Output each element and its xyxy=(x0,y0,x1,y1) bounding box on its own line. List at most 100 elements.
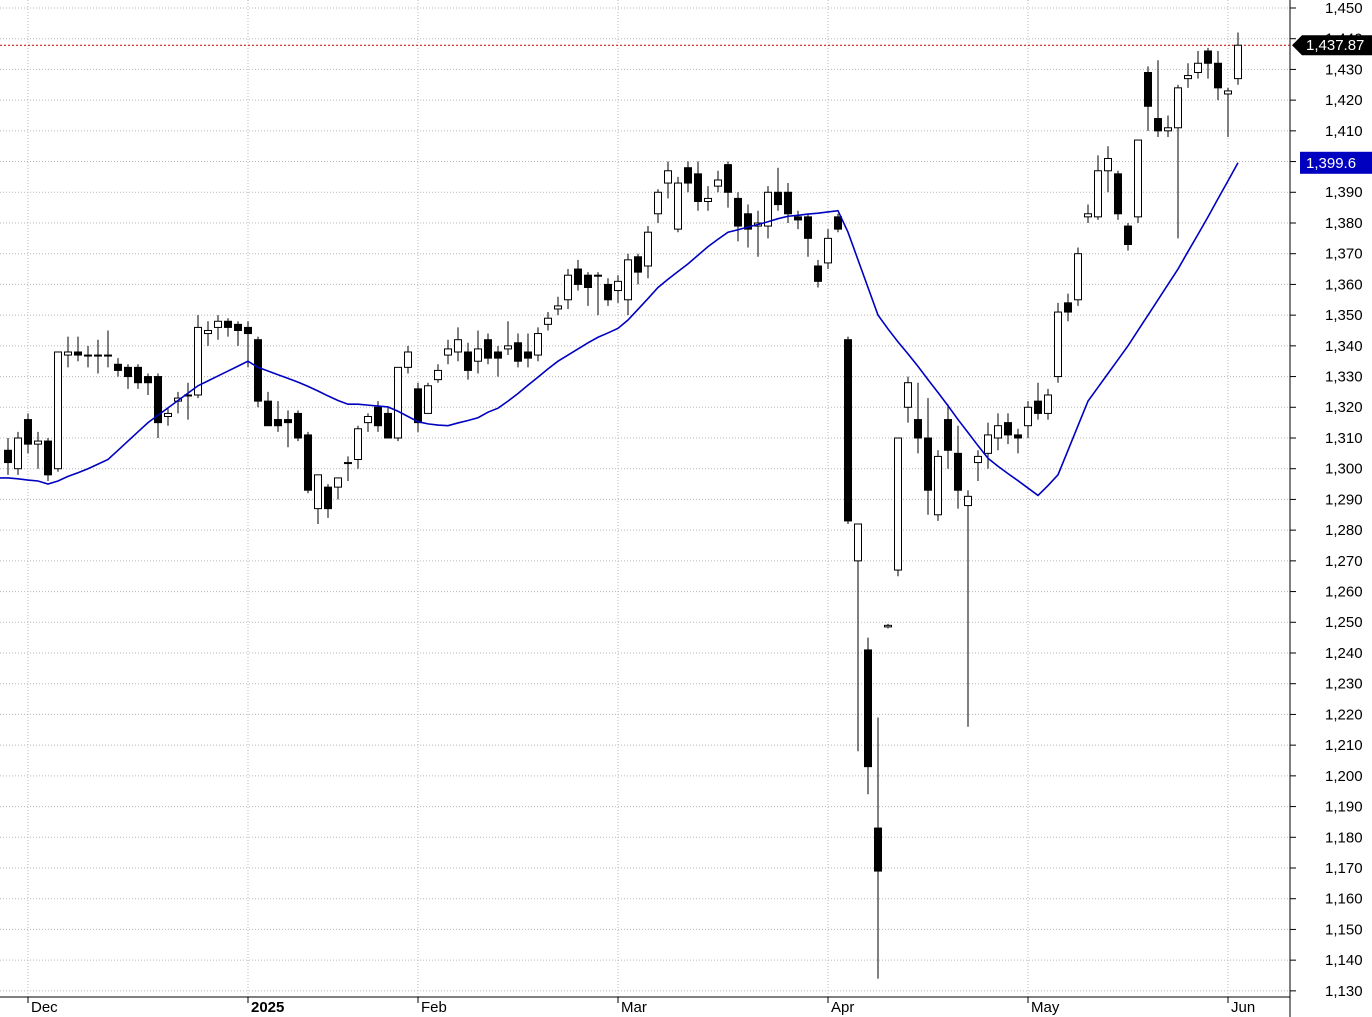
candle-body xyxy=(764,191,772,227)
x-tick-label: Dec xyxy=(31,999,58,1016)
y-tick-label: 1,430 xyxy=(1325,61,1363,78)
candle-body xyxy=(794,216,802,221)
candle-body xyxy=(684,167,692,184)
candle-body xyxy=(464,351,472,371)
candle-body xyxy=(144,376,152,384)
candle-body xyxy=(824,237,832,264)
candle-body xyxy=(484,339,492,359)
y-tick-label: 1,420 xyxy=(1325,92,1363,109)
candle-body xyxy=(14,437,22,470)
candle-body xyxy=(994,425,1002,439)
candle-body xyxy=(304,434,312,491)
candle-body xyxy=(154,376,162,424)
candle-body xyxy=(1164,127,1172,132)
candle-body xyxy=(624,259,632,301)
candle-body xyxy=(1124,225,1132,245)
candle-body xyxy=(704,197,712,202)
candle-body xyxy=(1014,434,1022,439)
y-tick-label: 1,320 xyxy=(1325,399,1363,416)
candle-body xyxy=(1174,87,1182,129)
candle-body xyxy=(1024,406,1032,427)
candle-body xyxy=(564,274,572,301)
candle-body xyxy=(604,283,612,301)
x-tick-label: Mar xyxy=(621,999,647,1016)
candle-body xyxy=(204,329,212,335)
candle-body xyxy=(744,213,752,230)
candle-body xyxy=(214,320,222,328)
candle-body xyxy=(164,412,172,417)
y-tick-label: 1,280 xyxy=(1325,522,1363,539)
candle-body xyxy=(1004,422,1012,436)
y-tick-label: 1,270 xyxy=(1325,553,1363,570)
candle-body xyxy=(834,216,842,230)
candle-body xyxy=(904,382,912,408)
candle-body xyxy=(504,345,512,350)
candle-body xyxy=(124,366,132,378)
candle-body xyxy=(894,437,902,571)
candle-body xyxy=(324,486,332,510)
candle-body xyxy=(874,827,882,872)
candle-body xyxy=(574,268,582,285)
candle-body xyxy=(1224,90,1232,95)
candle-body xyxy=(444,348,452,356)
candle-body xyxy=(664,170,672,184)
y-tick-label: 1,200 xyxy=(1325,768,1363,785)
candle-body xyxy=(914,419,922,439)
candle-body xyxy=(64,351,72,356)
candle-body xyxy=(524,351,532,359)
candle-body xyxy=(234,323,242,331)
candle-body xyxy=(774,191,782,206)
y-tick-label: 1,210 xyxy=(1325,737,1363,754)
candle-body xyxy=(584,274,592,288)
candle-body xyxy=(944,419,952,451)
candle-body xyxy=(1194,62,1202,73)
candle-body xyxy=(734,197,742,227)
candle-body xyxy=(264,400,272,427)
y-tick-label: 1,370 xyxy=(1325,246,1363,263)
candle-body xyxy=(364,415,372,424)
y-tick-label: 1,390 xyxy=(1325,184,1363,201)
y-tick-label: 1,250 xyxy=(1325,614,1363,631)
y-tick-label: 1,190 xyxy=(1325,799,1363,816)
y-tick-label: 1,150 xyxy=(1325,921,1363,938)
candle-body xyxy=(514,342,522,362)
candle-body xyxy=(374,406,382,427)
candle-body xyxy=(534,333,542,356)
candle-body xyxy=(244,326,252,335)
candle-body xyxy=(424,385,432,414)
y-tick-label: 1,310 xyxy=(1325,430,1363,447)
candle-body xyxy=(814,265,822,282)
candle-body xyxy=(134,366,142,384)
y-tick-label: 1,350 xyxy=(1325,307,1363,324)
x-tick-label: May xyxy=(1031,999,1060,1016)
candle-body xyxy=(414,388,422,424)
y-tick-label: 1,230 xyxy=(1325,676,1363,693)
y-tick-label: 1,290 xyxy=(1325,491,1363,508)
candle-body xyxy=(354,428,362,460)
candle-body xyxy=(984,434,992,454)
candle-body xyxy=(724,164,732,193)
candle-body xyxy=(114,363,122,371)
candle-body xyxy=(1094,170,1102,218)
candle-body xyxy=(854,523,862,562)
candle-body xyxy=(44,440,52,476)
candle-body xyxy=(954,452,962,491)
last-price-label: 1,437.87 xyxy=(1306,37,1364,54)
candle-body xyxy=(1084,213,1092,218)
candle-body xyxy=(1034,400,1042,414)
candle-body xyxy=(614,280,622,292)
candle-body xyxy=(884,624,892,628)
candle-body xyxy=(384,412,392,439)
y-tick-label: 1,160 xyxy=(1325,891,1363,908)
candle-body xyxy=(1054,311,1062,378)
candle-body xyxy=(1234,44,1242,80)
x-tick-label: Apr xyxy=(831,999,854,1016)
y-tick-label: 1,450 xyxy=(1325,0,1363,17)
ma-last-label: 1,399.6 xyxy=(1306,155,1356,172)
candle-body xyxy=(54,351,62,470)
candle-body xyxy=(474,348,482,362)
y-tick-label: 1,240 xyxy=(1325,645,1363,662)
candle-body xyxy=(694,173,702,202)
candle-body xyxy=(804,216,812,239)
